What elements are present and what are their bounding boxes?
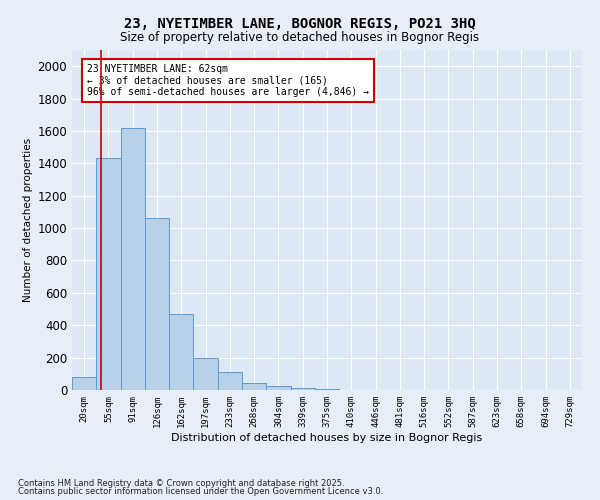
- Bar: [96, 158, 121, 390]
- Bar: [169, 314, 193, 390]
- Text: Size of property relative to detached houses in Bognor Regis: Size of property relative to detached ho…: [121, 31, 479, 44]
- Text: Contains HM Land Registry data © Crown copyright and database right 2025.: Contains HM Land Registry data © Crown c…: [18, 478, 344, 488]
- Bar: [72, 377, 96, 390]
- Text: Contains public sector information licensed under the Open Government Licence v3: Contains public sector information licen…: [18, 487, 383, 496]
- Text: 23 NYETIMBER LANE: 62sqm
← 3% of detached houses are smaller (165)
96% of semi-d: 23 NYETIMBER LANE: 62sqm ← 3% of detache…: [88, 64, 370, 97]
- Bar: [266, 386, 290, 390]
- Bar: [242, 382, 266, 390]
- X-axis label: Distribution of detached houses by size in Bognor Regis: Distribution of detached houses by size …: [172, 432, 482, 442]
- Bar: [290, 388, 315, 390]
- Bar: [315, 389, 339, 390]
- Text: 23, NYETIMBER LANE, BOGNOR REGIS, PO21 3HQ: 23, NYETIMBER LANE, BOGNOR REGIS, PO21 3…: [124, 18, 476, 32]
- Bar: [193, 358, 218, 390]
- Bar: [218, 372, 242, 390]
- Y-axis label: Number of detached properties: Number of detached properties: [23, 138, 33, 302]
- Bar: [121, 128, 145, 390]
- Bar: [145, 218, 169, 390]
